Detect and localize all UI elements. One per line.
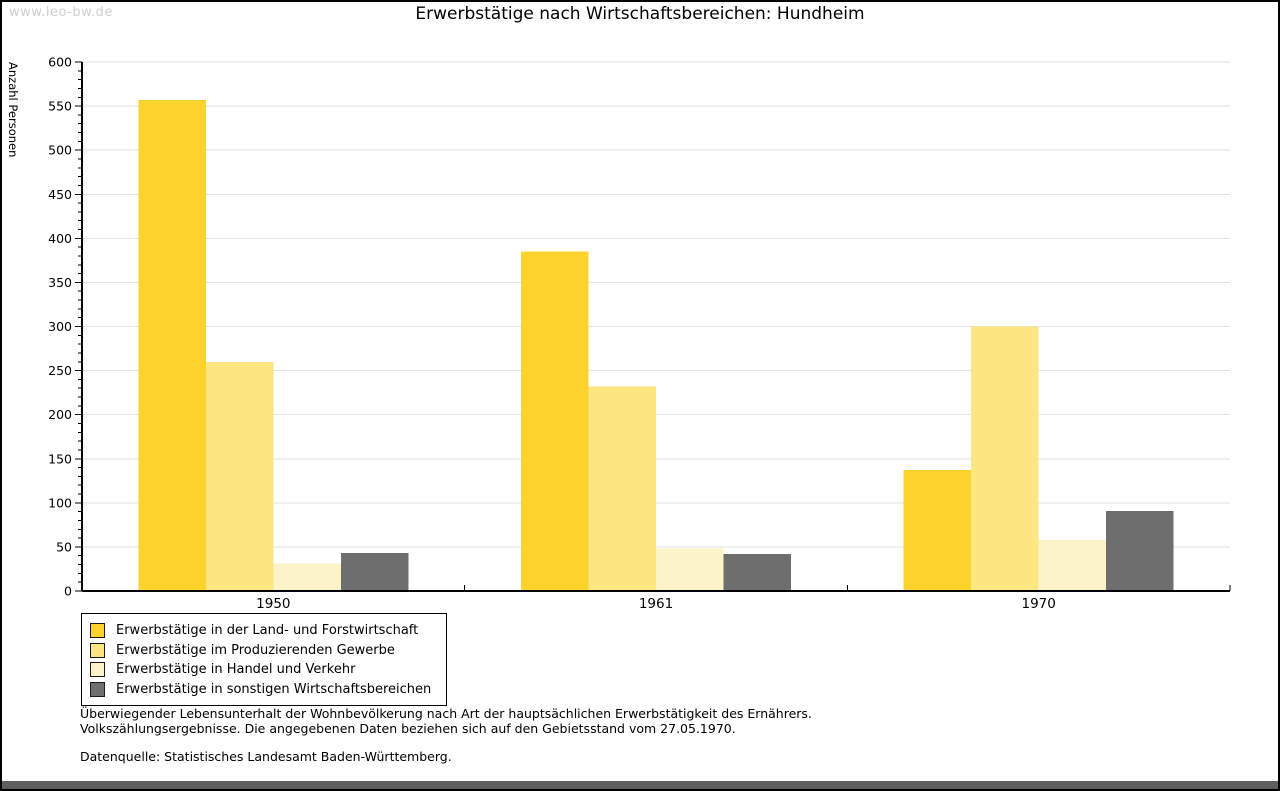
bar-1950-series0 (138, 99, 206, 591)
y-tick-label: 450 (48, 187, 72, 202)
y-tick-label: 500 (48, 143, 72, 158)
legend-item: Erwerbstätige im Produzierenden Gewerbe (90, 641, 438, 661)
bar-1970-series3 (1106, 510, 1174, 591)
bar-1970-series1 (971, 326, 1039, 591)
bar-1961-series3 (723, 553, 791, 591)
legend-label: Erwerbstätige in sonstigen Wirtschaftsbe… (116, 681, 432, 697)
y-tick-label: 350 (48, 275, 72, 290)
legend-swatch-produzierendes-gewerbe (90, 642, 105, 658)
y-tick-label: 0 (64, 584, 72, 599)
x-category-label: 1950 (256, 596, 290, 612)
page-title: Erwerbstätige nach Wirtschaftsbereichen:… (415, 4, 865, 24)
bar-1970-series2 (1038, 539, 1107, 591)
legend-label: Erwerbstätige in der Land- und Forstwirt… (116, 623, 419, 639)
legend-label: Erwerbstätige in Handel und Verkehr (116, 662, 356, 678)
legend-label: Erwerbstätige im Produzierenden Gewerbe (116, 642, 395, 658)
bar-1950-series3 (340, 553, 409, 591)
footnote: Überwiegender Lebensunterhalt der Wohnbe… (80, 706, 812, 736)
bar-1961-series2 (656, 548, 724, 591)
legend-item: Erwerbstätige in der Land- und Forstwirt… (90, 621, 438, 641)
y-tick-label: 200 (48, 407, 72, 422)
bar-1970-series0 (903, 470, 972, 591)
watermark: www.leo-bw.de (9, 5, 113, 20)
bar-1950-series2 (273, 563, 341, 591)
y-tick-label: 550 (48, 99, 72, 114)
legend-swatch-handel-verkehr (90, 662, 105, 678)
legend: Erwerbstätige in der Land- und Forstwirt… (81, 613, 447, 706)
y-tick-label: 600 (48, 55, 72, 70)
y-tick-label: 300 (48, 319, 72, 334)
y-tick-label: 400 (48, 231, 72, 246)
bottom-scrollbar (2, 781, 1278, 789)
bar-1961-series0 (521, 251, 589, 591)
data-source: Datenquelle: Statistisches Landesamt Bad… (80, 749, 452, 764)
bar-chart: 1950 1961 1970 0 50 100 150 200 250 300 350 400 450 5… (6, 55, 1231, 612)
bar-1950-series1 (205, 361, 274, 591)
y-tick-label: 250 (48, 363, 72, 378)
footnote-line1: Überwiegender Lebensunterhalt der Wohnbe… (80, 706, 812, 721)
y-tick-label: 50 (56, 539, 72, 554)
x-category-label: 1961 (639, 596, 673, 612)
y-tick-label: 100 (48, 495, 72, 510)
x-category-label: 1970 (1021, 596, 1055, 612)
y-axis-title: Anzahl Personen (6, 62, 20, 157)
bar-1961-series1 (588, 386, 656, 591)
y-tick-label: 150 (48, 451, 72, 466)
legend-item: Erwerbstätige in Handel und Verkehr (90, 660, 438, 680)
legend-item: Erwerbstätige in sonstigen Wirtschaftsbe… (90, 680, 438, 700)
legend-swatch-sonstige (90, 681, 105, 697)
footnote-line2: Volkszählungsergebnisse. Die angegebenen… (80, 720, 736, 736)
legend-swatch-land-forstwirtschaft (90, 623, 105, 639)
